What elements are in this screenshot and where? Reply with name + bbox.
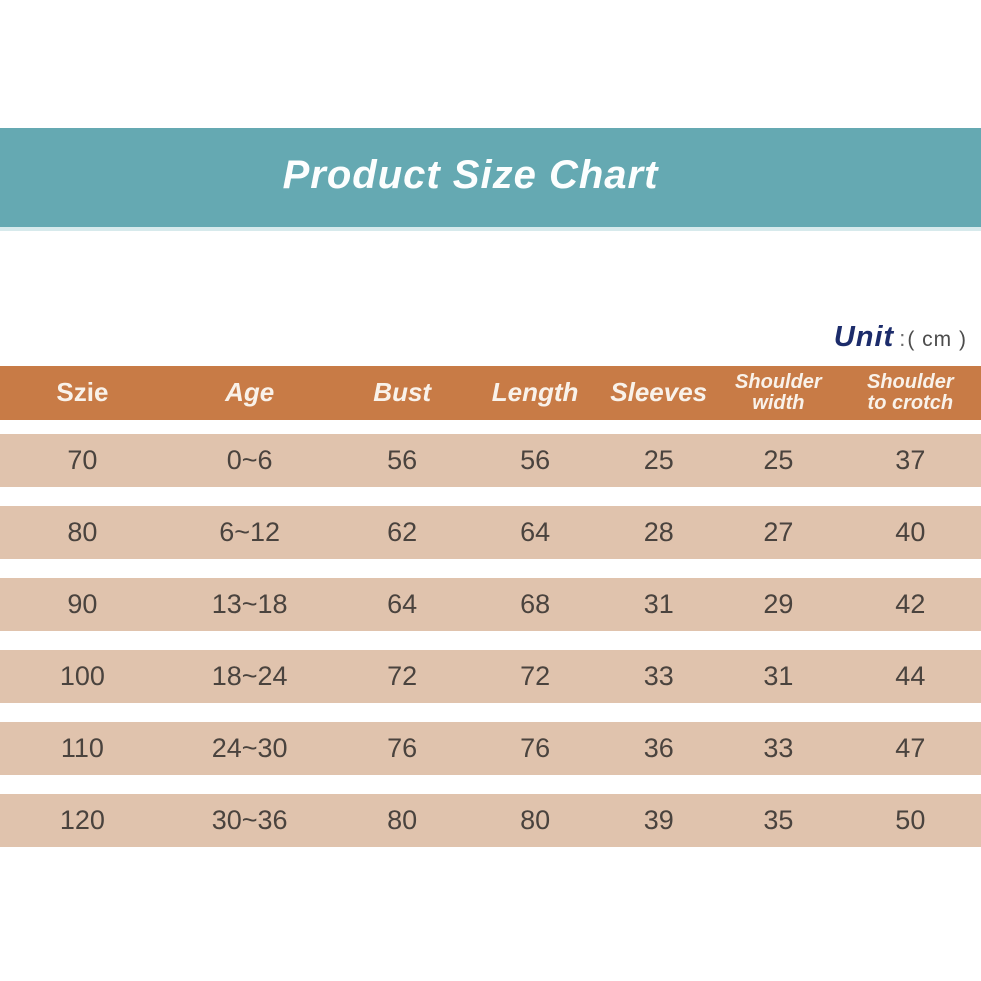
table-cell-shoulder-width: 31 — [763, 661, 794, 691]
column-header-age: Age — [225, 377, 275, 408]
table-cell-sleeves: 36 — [643, 733, 674, 763]
unit-note: Unit : ( cm ) — [834, 321, 967, 354]
table-cell-shoulder-to-crotch: 40 — [895, 517, 926, 547]
unit-value: ( cm ) — [907, 328, 967, 351]
table-cell-length: 72 — [520, 661, 551, 691]
table-cell-size: 80 — [67, 517, 98, 547]
table-cell-sleeves: 25 — [643, 445, 674, 475]
column-header-length: Length — [491, 377, 579, 408]
table-cell-shoulder-width: 25 — [763, 445, 794, 475]
table-cell-length: 76 — [520, 733, 551, 763]
banner: Product Size Chart — [0, 128, 981, 227]
table-row: 70 0~6 56 56 25 25 37 — [0, 434, 981, 487]
table-cell-size: 110 — [60, 733, 104, 763]
table-row: 120 30~36 80 80 39 35 50 — [0, 794, 981, 847]
table-cell-shoulder-to-crotch: 44 — [895, 661, 926, 691]
column-header-shoulder-to-crotch: Shoulder to crotch — [866, 371, 954, 414]
table-cell-age: 24~30 — [211, 733, 288, 763]
table-cell-sleeves: 39 — [643, 805, 674, 835]
size-table: Szie Age Bust Length Sleeves Shoulder width Sh… — [0, 366, 981, 866]
table-cell-shoulder-to-crotch: 37 — [895, 445, 926, 475]
table-cell-size: 100 — [59, 661, 105, 691]
table-cell-sleeves: 31 — [643, 589, 674, 619]
table-cell-age: 0~6 — [226, 445, 273, 475]
column-header-bust: Bust — [373, 377, 432, 408]
table-cell-size: 90 — [67, 589, 98, 619]
table-row: 80 6~12 62 64 28 27 40 — [0, 506, 981, 559]
table-row: 100 18~24 72 72 33 31 44 — [0, 650, 981, 703]
table-cell-shoulder-width: 27 — [763, 517, 794, 547]
table-cell-size: 120 — [59, 805, 105, 835]
table-cell-bust: 76 — [387, 733, 418, 763]
table-cell-length: 80 — [520, 805, 551, 835]
table-body: 70 0~6 56 56 25 25 37 80 6~12 62 64 28 27 40 90 13~18 64… — [0, 434, 981, 847]
table-cell-shoulder-width: 29 — [763, 589, 794, 619]
table-cell-length: 56 — [520, 445, 551, 475]
table-cell-bust: 72 — [387, 661, 418, 691]
table-cell-bust: 80 — [387, 805, 418, 835]
table-cell-shoulder-to-crotch: 47 — [895, 733, 926, 763]
unit-label: Unit — [833, 321, 895, 353]
table-cell-length: 68 — [520, 589, 551, 619]
table-row: 90 13~18 64 68 31 29 42 — [0, 578, 981, 631]
table-cell-shoulder-width: 35 — [763, 805, 794, 835]
table-cell-age: 6~12 — [219, 517, 281, 547]
table-row: 110 24~30 76 76 36 33 47 — [0, 722, 981, 775]
table-cell-sleeves: 33 — [643, 661, 674, 691]
table-cell-age: 13~18 — [211, 589, 288, 619]
column-header-sleeves: Sleeves — [610, 377, 708, 408]
table-cell-bust: 56 — [387, 445, 418, 475]
table-cell-shoulder-to-crotch: 42 — [895, 589, 926, 619]
table-cell-sleeves: 28 — [643, 517, 674, 547]
table-cell-age: 30~36 — [211, 805, 288, 835]
table-header-row: Szie Age Bust Length Sleeves Shoulder width Sh… — [0, 366, 981, 420]
column-header-size: Szie — [56, 377, 109, 408]
table-cell-shoulder-width: 33 — [763, 733, 794, 763]
page-title: Product Size Chart — [282, 153, 659, 197]
table-cell-length: 64 — [520, 517, 551, 547]
table-cell-bust: 62 — [387, 517, 418, 547]
table-cell-bust: 64 — [387, 589, 418, 619]
table-cell-size: 70 — [67, 445, 98, 475]
unit-colon: : — [899, 326, 906, 351]
table-cell-shoulder-to-crotch: 50 — [895, 805, 926, 835]
column-header-shoulder-width: Shoulder width — [735, 371, 822, 414]
table-cell-age: 18~24 — [211, 661, 288, 691]
